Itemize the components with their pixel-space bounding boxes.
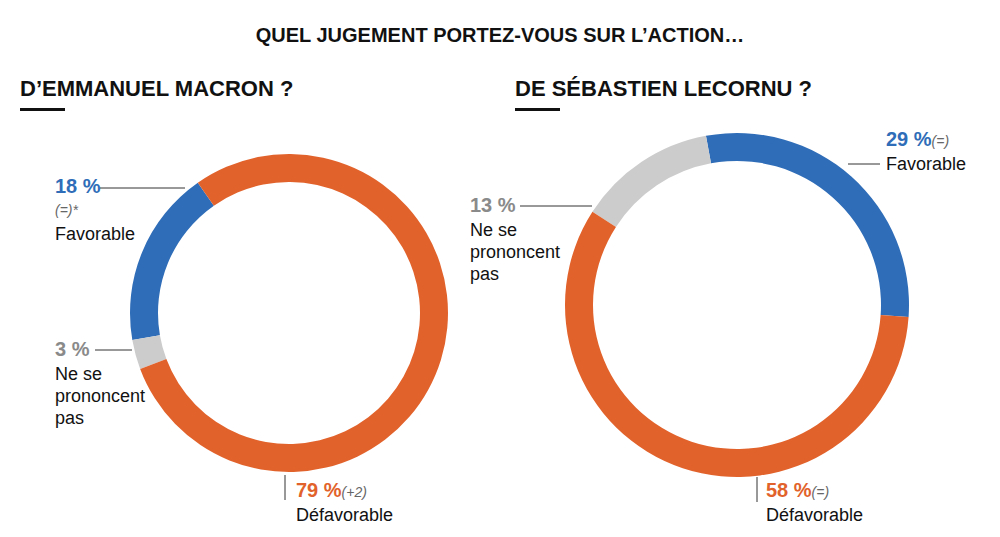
svg-text:29 %(=): 29 %(=) (886, 128, 949, 150)
svg-text:Ne se: Ne se (55, 364, 102, 384)
svg-text:(=)*: (=)* (55, 202, 79, 218)
svg-text:QUEL JUGEMENT PORTEZ-VOUS SUR: QUEL JUGEMENT PORTEZ-VOUS SUR L’ACTION… (256, 24, 745, 46)
svg-text:Favorable: Favorable (886, 154, 966, 174)
svg-text:pas: pas (55, 408, 84, 428)
svg-text:prononcent: prononcent (55, 386, 145, 406)
svg-text:prononcent: prononcent (470, 242, 560, 262)
svg-text:D’EMMANUEL MACRON ?: D’EMMANUEL MACRON ? (20, 76, 293, 101)
svg-text:3 %: 3 % (55, 338, 90, 360)
svg-text:Ne se: Ne se (470, 220, 517, 240)
svg-text:18 %: 18 % (55, 175, 101, 197)
svg-text:Défavorable: Défavorable (296, 505, 393, 525)
svg-text:DE SÉBASTIEN LECORNU ?: DE SÉBASTIEN LECORNU ? (515, 76, 812, 101)
svg-text:Favorable: Favorable (55, 224, 135, 244)
svg-text:13 %: 13 % (470, 194, 516, 216)
svg-text:pas: pas (470, 264, 499, 284)
svg-text:58 %(=): 58 %(=) (766, 479, 829, 501)
svg-text:79 %(+2): 79 %(+2) (296, 479, 367, 501)
svg-text:Défavorable: Défavorable (766, 505, 863, 525)
